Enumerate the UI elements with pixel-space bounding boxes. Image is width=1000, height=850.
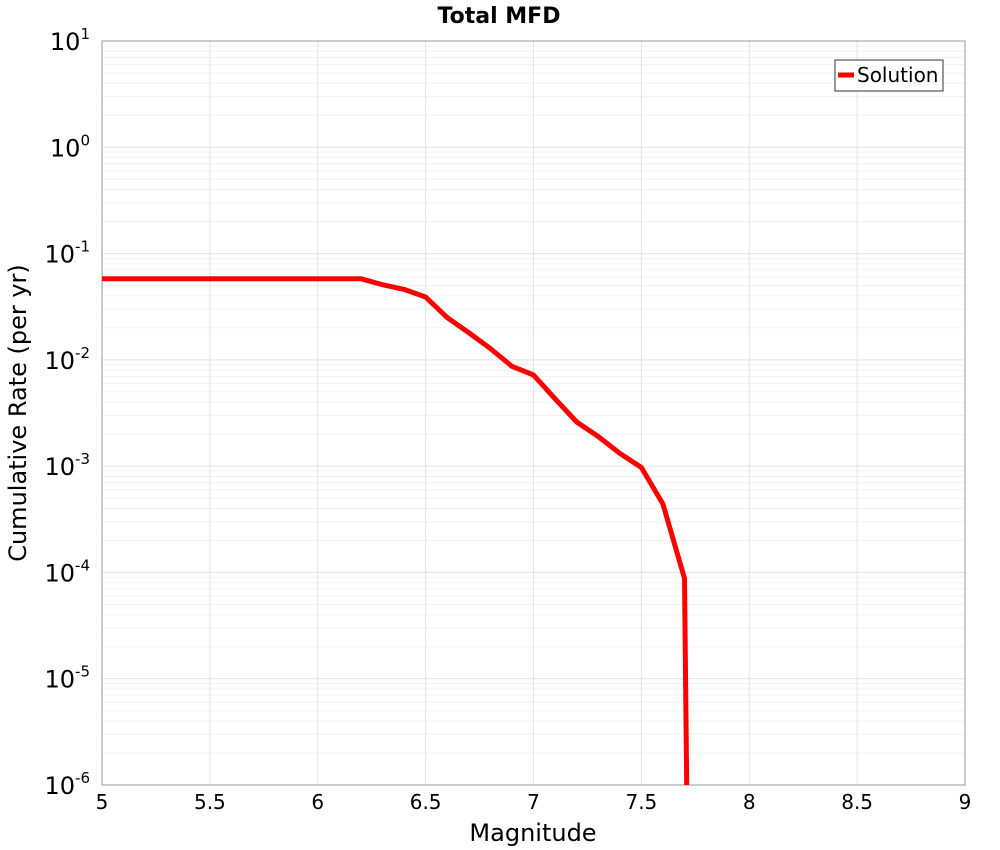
x-tick-label: 9	[959, 790, 972, 814]
y-tick-label: 10-4	[44, 556, 90, 587]
grid	[101, 40, 966, 786]
y-tick-label: 10-6	[44, 769, 90, 800]
x-axis-label: Magnitude	[469, 819, 596, 847]
chart-title: Total MFD	[438, 4, 561, 29]
series-line-solution	[102, 276, 690, 786]
x-tick-label: 8	[743, 790, 756, 814]
y-axis-ticks: 101 100 10-1 10-2 10-3 10-4 10-5 10-6	[44, 25, 90, 800]
x-tick-label: 6.5	[410, 790, 442, 814]
y-axis-label: Cumulative Rate (per yr)	[4, 264, 32, 562]
series-layer	[102, 276, 690, 786]
x-tick-label: 5.5	[194, 790, 226, 814]
x-tick-label: 8.5	[841, 790, 873, 814]
y-tick-label: 10-2	[44, 344, 90, 375]
x-tick-label: 6	[311, 790, 324, 814]
legend-label: Solution	[857, 63, 938, 87]
y-tick-label: 10-5	[44, 663, 90, 694]
y-tick-label: 101	[50, 25, 90, 56]
x-tick-label: 7	[527, 790, 540, 814]
y-tick-label: 100	[50, 131, 90, 162]
legend: Solution	[834, 59, 944, 92]
x-axis-ticks: 5 5.5 6 6.5 7 7.5 8 8.5 9	[96, 790, 972, 814]
x-tick-label: 7.5	[625, 790, 657, 814]
y-tick-label: 10-3	[44, 450, 90, 481]
y-tick-label: 10-1	[44, 238, 90, 269]
x-tick-label: 5	[96, 790, 109, 814]
plot-area	[101, 40, 966, 786]
